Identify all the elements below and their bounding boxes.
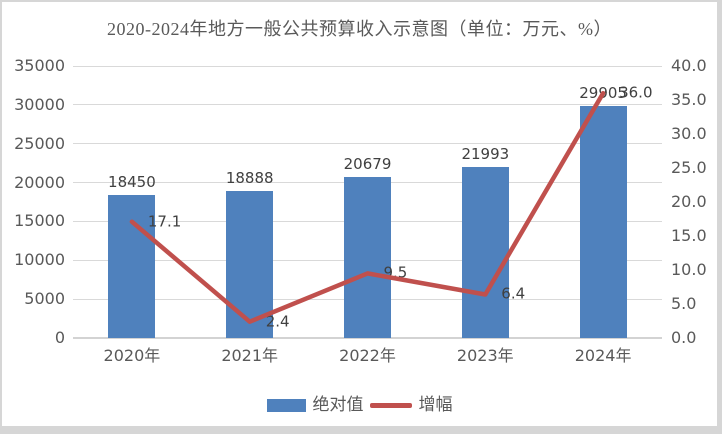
legend: 绝对值 增幅 [2, 395, 717, 415]
legend-swatch-bar [266, 398, 306, 412]
left-axis-tick-label: 10000 [14, 250, 65, 270]
line-point-label: 9.5 [383, 263, 408, 282]
x-axis-label: 2024年 [574, 346, 632, 365]
x-axis-label: 2020年 [103, 346, 161, 365]
x-axis-label: 2023年 [456, 346, 514, 365]
bar [344, 177, 391, 338]
bar-value-label: 21993 [461, 145, 510, 164]
right-axis-tick-label: 20.0 [671, 192, 707, 211]
gridline [73, 104, 662, 106]
right-axis-tick-label: 25.0 [671, 158, 707, 177]
right-axis-tick-label: 35.0 [671, 90, 707, 109]
legend-label: 增幅 [418, 395, 453, 415]
right-axis-tick-label: 5.0 [671, 294, 697, 313]
line-point-label: 17.1 [147, 212, 182, 231]
left-axis-tick-label: 5000 [24, 289, 65, 309]
right-axis-tick-label: 40.0 [671, 56, 707, 75]
gridline [73, 65, 662, 67]
left-axis-tick-label: 35000 [14, 56, 65, 75]
x-axis-line [73, 337, 662, 339]
right-axis-tick-label: 15.0 [671, 226, 707, 245]
line-point-label: 36.0 [619, 83, 653, 102]
legend-item-bar: 绝对值 [266, 395, 364, 415]
left-axis-tick-label: 15000 [14, 211, 65, 231]
left-axis-tick-label: 0 [54, 328, 65, 347]
left-axis-tick-label: 20000 [14, 172, 65, 192]
bar-value-label: 20679 [343, 155, 392, 174]
x-axis-label: 2022年 [339, 346, 396, 365]
bar-value-label: 18888 [225, 169, 274, 188]
legend-swatch-line [369, 402, 412, 408]
bar [579, 105, 627, 338]
line-point-label: 6.4 [501, 284, 526, 303]
right-axis-tick-label: 10.0 [671, 260, 707, 279]
bar-value-label: 18450 [108, 172, 156, 191]
line-point-label: 2.4 [265, 312, 290, 331]
legend-label: 绝对值 [312, 395, 364, 415]
legend-item-line: 增幅 [369, 395, 453, 415]
left-axis-tick-label: 30000 [14, 94, 65, 114]
chart-title: 2020-2024年地方一般公共预算收入示意图（单位：万元、%） [107, 19, 612, 39]
x-axis-label: 2021年 [221, 346, 279, 365]
gridline [73, 143, 662, 145]
bar [461, 167, 509, 338]
left-axis-tick-label: 25000 [14, 133, 65, 153]
right-axis-tick-label: 30.0 [671, 124, 707, 143]
right-axis-tick-label: 0.0 [671, 328, 697, 347]
